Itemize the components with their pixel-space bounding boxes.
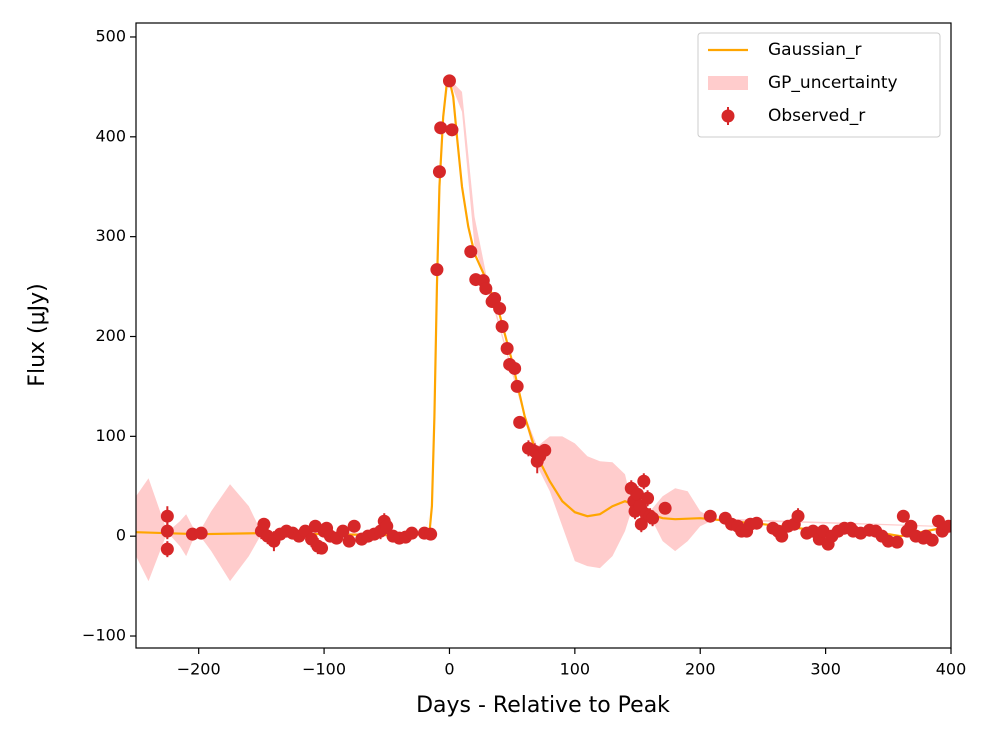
y-tick-label: 200 [95,326,126,345]
data-point [646,511,660,525]
y-axis-label: Flux (μJy) [25,283,50,386]
data-point [510,379,524,393]
axes-frame [135,22,952,649]
legend-patch [708,76,748,90]
data-point [925,533,939,547]
data-point [257,517,271,531]
legend-label: Gaussian_r [768,40,861,60]
data-point [432,165,446,179]
data-point [160,509,174,523]
data-point [775,529,789,543]
data-point [347,519,361,533]
x-tick-label: −200 [177,660,221,679]
y-tick-label: 400 [95,126,126,145]
data-point [430,263,444,277]
x-axis-label: Days - Relative to Peak [416,693,670,718]
uncertainty-band [136,78,951,582]
data-point [493,302,507,316]
x-tick-label: 0 [444,660,454,679]
data-point [538,443,552,457]
data-point [405,526,419,540]
y-tick-label: 300 [95,226,126,245]
data-point [194,526,208,540]
y-tick-label: 500 [95,26,126,45]
data-point [445,123,459,137]
plot-area [136,74,951,582]
data-point [442,74,456,88]
model-line [136,77,951,538]
legend-marker [721,109,735,123]
data-point [637,474,651,488]
data-point [424,527,438,541]
x-tick-label: 300 [810,660,841,679]
data-point [160,524,174,538]
data-point [336,524,350,538]
x-tick-label: 200 [685,660,716,679]
y-tick-label: 100 [95,426,126,445]
data-point [904,519,918,533]
data-point [941,519,951,533]
data-point [315,541,329,555]
data-point [634,517,648,531]
legend-label: GP_uncertainty [768,73,898,93]
y-tick-label: 0 [116,526,126,545]
legend-label: Observed_r [768,106,865,126]
data-point [896,509,910,523]
data-point [434,121,448,135]
data-point [641,491,655,505]
data-point [160,542,174,556]
x-tick-label: 100 [560,660,591,679]
data-point [931,514,945,528]
legend-box [697,32,941,138]
y-tick-label: −100 [82,626,126,645]
x-tick-label: −100 [302,660,346,679]
data-point [500,341,514,355]
data-point [488,292,502,306]
data-point [342,534,356,548]
data-point [380,519,394,533]
data-point [508,361,522,375]
data-point [464,245,478,259]
data-point [631,487,645,501]
data-point [479,282,493,296]
data-point [513,415,527,429]
data-point [703,509,717,523]
data-point [890,535,904,549]
data-point [791,509,805,523]
data-point [658,501,672,515]
x-tick-label: 400 [936,660,967,679]
data-point [495,320,509,334]
data-point [750,516,764,530]
